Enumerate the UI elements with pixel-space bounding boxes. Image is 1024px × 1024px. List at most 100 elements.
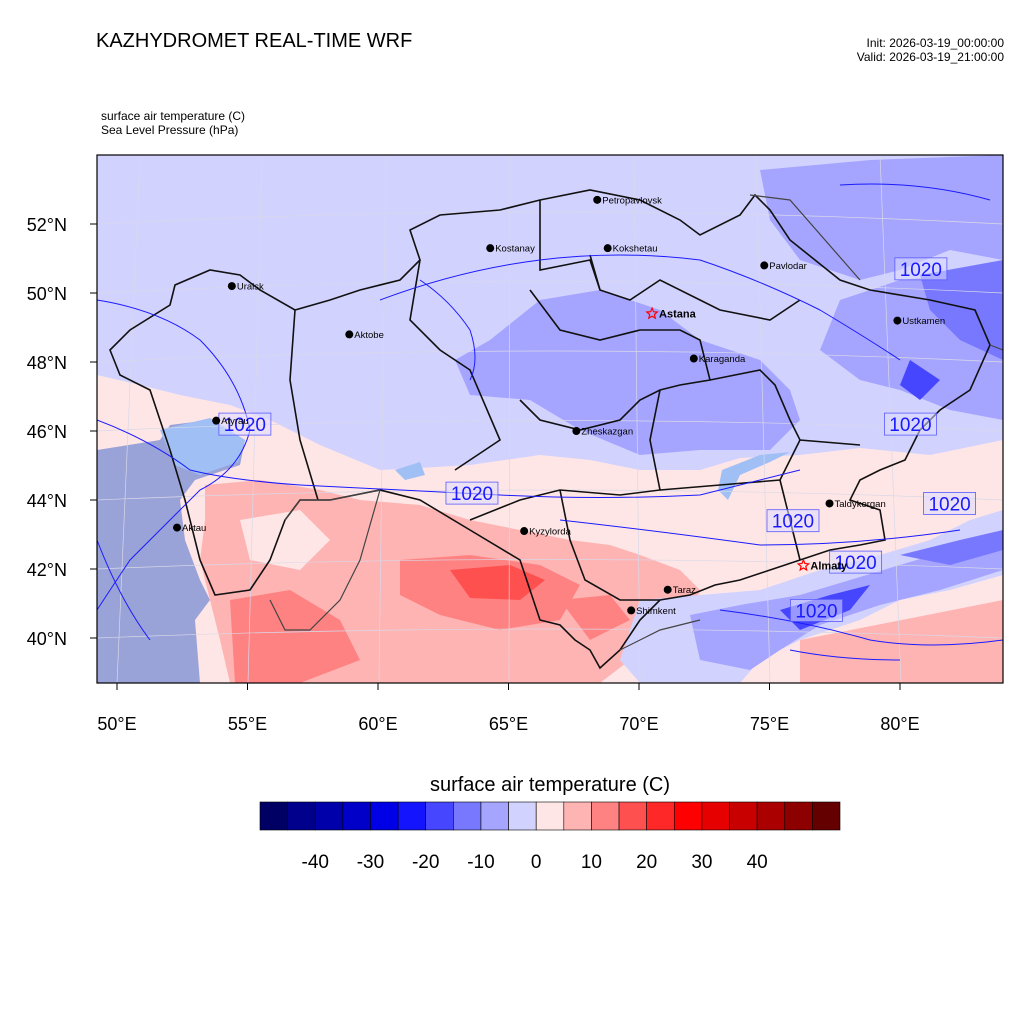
colorbar-tick-label: 40 (747, 852, 768, 873)
city-dot-icon (603, 244, 612, 253)
isobar-label: 1020 (923, 492, 976, 515)
city-label: Zheskazgan (581, 427, 633, 438)
city-marker: Uralsk (227, 282, 264, 293)
colorbar-swatch (673, 801, 703, 831)
city-label: Ustkamen (902, 316, 945, 327)
colorbar-swatch (701, 801, 730, 831)
svg-text:1020: 1020 (834, 553, 876, 574)
city-marker: Kostanay (486, 244, 535, 255)
temperature-field (97, 155, 1003, 683)
city-marker: Pavlodar (760, 261, 807, 272)
field-temperature-label: surface air temperature (C) (101, 109, 246, 123)
neighbor-borders (269, 194, 1003, 651)
colorbar-swatch (591, 801, 620, 831)
lon-tick-label: 80°E (880, 714, 919, 734)
lat-tick-label: 46°N (27, 422, 67, 442)
city-marker: Petropavlovsk (593, 195, 662, 206)
colorbar-title: surface air temperature (C) (429, 774, 671, 796)
lon-tick-label: 60°E (358, 714, 397, 734)
colorbar-swatch (563, 801, 592, 831)
colorbar: -40 -30 -20 -10 0 10 20 30 40 (259, 801, 841, 873)
city-dot-icon (227, 282, 236, 291)
lat-tick-label: 48°N (27, 353, 67, 373)
isobar-labels: 1020 1020 1020 1020 1020 1020 1020 1020 (218, 257, 976, 622)
city-label: Petropavlovsk (602, 195, 662, 206)
lon-tick-label: 55°E (228, 714, 267, 734)
city-marker: Kokshetau (603, 244, 658, 255)
colorbar-swatch (618, 801, 647, 831)
colorbar-swatch (508, 801, 537, 831)
colorbar-tick-label: 10 (581, 852, 602, 873)
city-label: Astana (659, 309, 697, 321)
city-dot-icon (486, 244, 495, 253)
city-marker: Shimkent (627, 606, 676, 617)
city-label: Kokshetau (613, 244, 658, 255)
city-dot-icon (663, 585, 672, 594)
colorbar-tick-label: -40 (302, 852, 329, 873)
map-frame (96, 154, 1004, 684)
longitude-axis: 50°E 55°E 60°E 65°E 70°E 75°E 80°E (97, 683, 920, 734)
city-label: Shimkent (636, 606, 676, 617)
colorbar-swatch (646, 801, 675, 831)
city-label: Aktau (182, 523, 206, 534)
city-marker: Astana (645, 306, 697, 321)
lat-tick-label: 44°N (27, 491, 67, 511)
lat-tick-label: 50°N (27, 284, 67, 304)
city-dot-icon (893, 316, 902, 325)
colorbar-swatch (397, 801, 427, 831)
colorbar-swatch (480, 801, 509, 831)
city-label: Taraz (673, 585, 696, 596)
city-dot-icon (572, 427, 581, 435)
city-label: Uralsk (237, 282, 264, 293)
city-dot-icon (173, 523, 182, 532)
city-dot-icon (520, 527, 529, 536)
city-marker: Karaganda (689, 354, 746, 365)
city-marker: Almaty (796, 558, 848, 573)
city-label: Pavlodar (769, 261, 807, 272)
city-dot-icon (593, 195, 602, 204)
city-markers: Petropavlovsk Kostanay Kokshetau Uralsk Pavl… (173, 195, 945, 617)
city-dot-icon (627, 606, 636, 615)
colorbar-tick-label: -10 (467, 852, 494, 873)
colorbar-swatch (259, 801, 288, 831)
svg-text:1020: 1020 (900, 260, 942, 281)
city-dot-icon (212, 416, 221, 425)
city-marker: Taraz (663, 585, 696, 596)
svg-text:1020: 1020 (772, 512, 814, 533)
city-marker: Aktobe (345, 330, 384, 341)
lat-tick-label: 40°N (27, 629, 67, 649)
colorbar-swatch (729, 801, 758, 831)
colorbar-swatch (535, 801, 565, 831)
colorbar-tick-label: 20 (636, 852, 657, 873)
city-label: Almaty (810, 561, 848, 573)
city-label: Atyrau (221, 416, 248, 427)
valid-time: Valid: 2026-03-19_21:00:00 (856, 50, 1004, 64)
isobar-label: 1020 (884, 412, 937, 436)
map-title: KAZHYDROMET REAL-TIME WRF (96, 30, 413, 52)
city-label: Karaganda (699, 354, 746, 365)
colorbar-swatch (287, 801, 316, 831)
isobar-label: 1020 (790, 599, 843, 622)
lon-tick-label: 75°E (750, 714, 789, 734)
lon-tick-label: 65°E (489, 714, 528, 734)
city-label: Kostanay (495, 244, 535, 255)
field-pressure-label: Sea Level Pressure (hPa) (101, 123, 239, 137)
lat-tick-label: 42°N (27, 560, 67, 580)
colorbar-swatch (453, 801, 482, 831)
lon-tick-label: 70°E (619, 714, 658, 734)
colorbar-swatch (784, 801, 813, 831)
colorbar-tick-label: 30 (691, 852, 712, 873)
city-marker: Zheskazgan (572, 427, 633, 438)
isobar-label: 1020 (766, 509, 820, 533)
capital-star-icon (796, 558, 811, 572)
colorbar-tick-label: 0 (531, 852, 542, 873)
isobar-label: 1020 (894, 257, 948, 281)
isobar-label: 1020 (829, 550, 883, 574)
city-marker: Aktau (173, 523, 206, 534)
city-label: Kyzylorda (529, 527, 571, 538)
city-marker: Ustkamen (893, 316, 945, 327)
svg-text:1020: 1020 (928, 494, 970, 515)
capital-star-icon (645, 306, 659, 320)
lat-tick-label: 52°N (27, 215, 67, 235)
